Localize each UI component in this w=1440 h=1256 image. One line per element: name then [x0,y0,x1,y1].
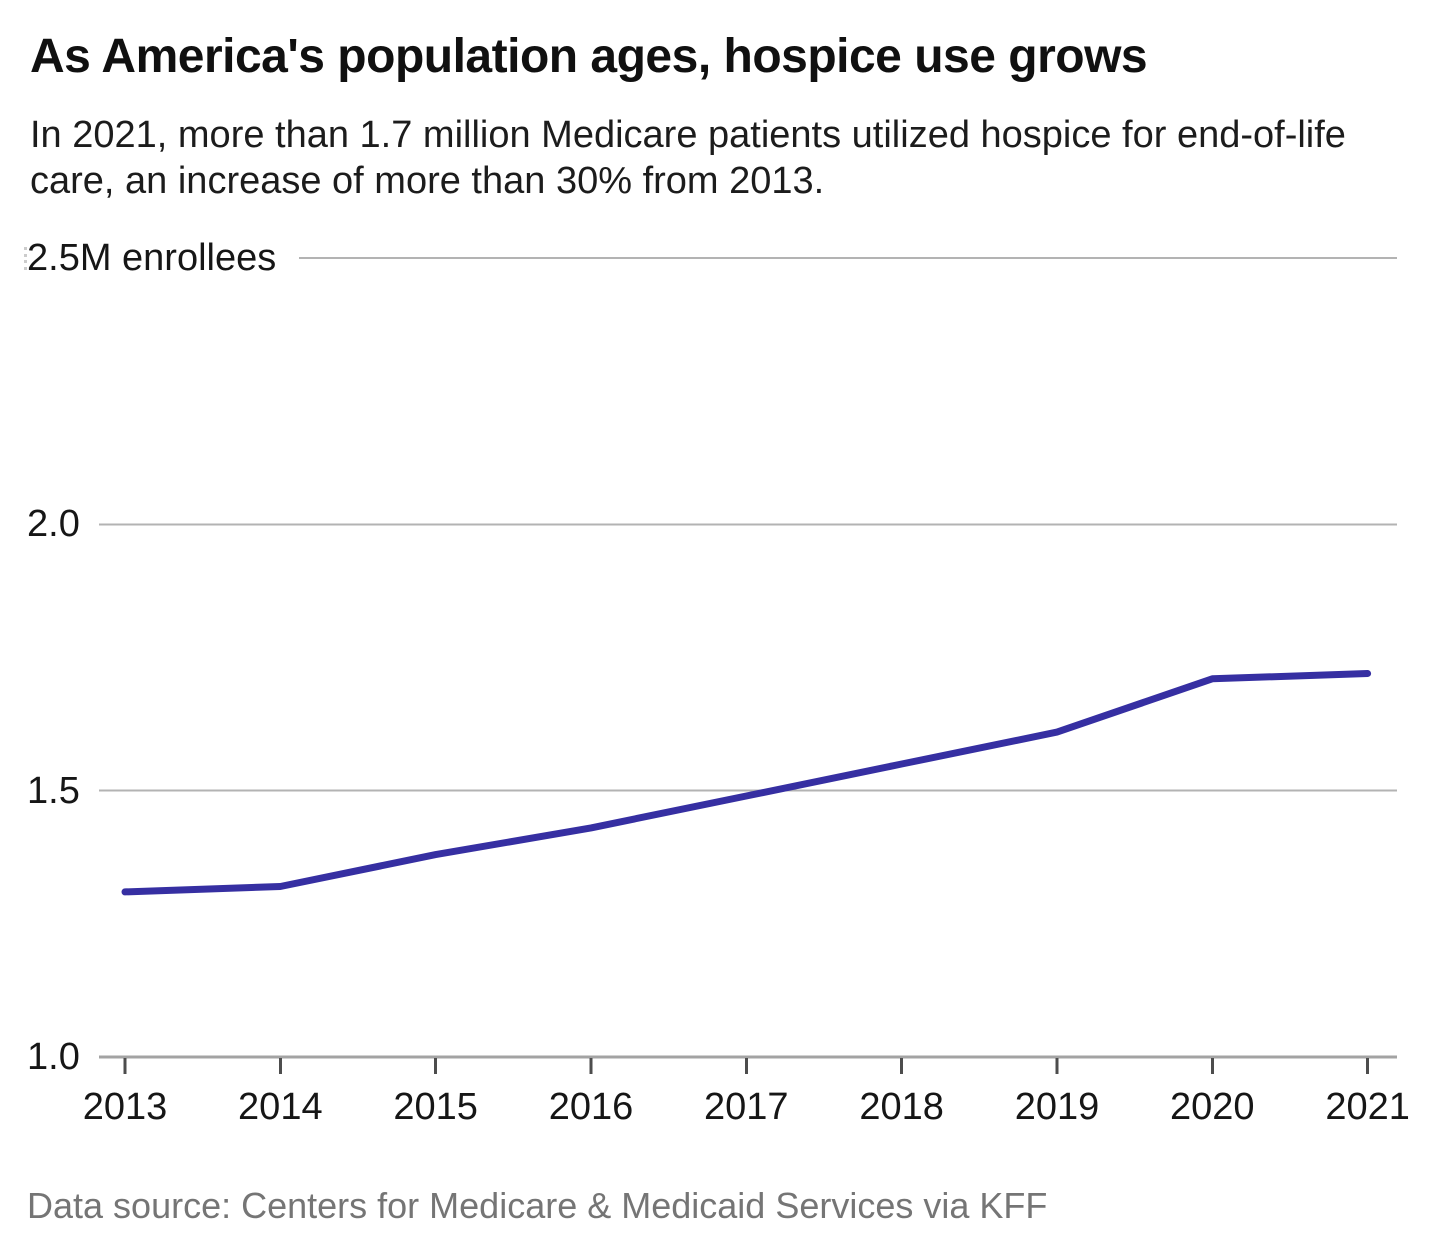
x-tick-label-2019: 2019 [1014,1086,1100,1128]
y-tick-label-1: 1.0 [27,1036,80,1078]
chart-title: As America's population ages, hospice us… [30,30,1148,83]
y-tick-label-1.5: 1.5 [27,769,80,812]
data-source-note: Data source: Centers for Medicare & Medi… [27,1185,1048,1226]
y-axis-top-tick-mark [24,247,27,270]
x-tick-label-2018: 2018 [859,1086,944,1128]
y-tick-label-2.5: 2.5M enrollees [27,236,277,279]
x-tick-label-2021: 2021 [1325,1086,1410,1128]
x-tick-label-2013: 2013 [82,1086,168,1128]
x-tick-label-2016: 2016 [548,1086,634,1128]
x-tick-label-2014: 2014 [238,1086,323,1128]
hospice-enrollees-line [121,670,1372,896]
x-tick-label-2017: 2017 [704,1086,789,1128]
x-tick-label-2020: 2020 [1170,1086,1255,1128]
y-tick-label-2: 2.0 [27,503,80,546]
chart-subtitle: In 2021, more than 1.7 million Medicare … [30,114,1346,202]
x-tick-label-2015: 2015 [393,1086,478,1128]
